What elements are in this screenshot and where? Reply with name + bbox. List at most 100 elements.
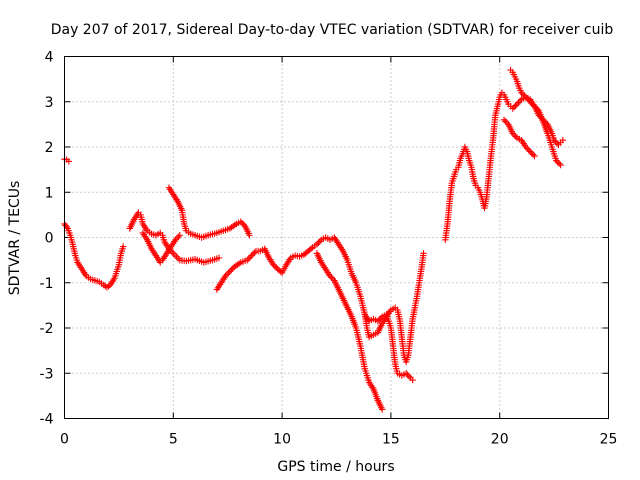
x-tick-label: 0 [60, 432, 69, 448]
data-point [222, 272, 229, 280]
data-points [61, 66, 567, 413]
series-arc-2 [61, 220, 127, 291]
data-point [511, 103, 518, 111]
data-point [553, 140, 561, 147]
data-point [529, 151, 537, 158]
y-tick-label: 0 [45, 231, 54, 247]
data-point [525, 97, 532, 104]
data-point [402, 370, 410, 377]
data-point [329, 275, 337, 283]
data-point [374, 318, 382, 325]
y-tick-label: 2 [45, 140, 54, 156]
y-tick-label: 1 [45, 185, 54, 201]
data-point [531, 103, 538, 110]
data-point [519, 91, 527, 98]
series-arc-6 [213, 234, 427, 366]
data-point [244, 256, 251, 264]
data-point [552, 138, 559, 145]
y-tick-label: -4 [40, 412, 54, 428]
data-point [529, 101, 537, 108]
data-point [409, 376, 416, 384]
data-point [509, 130, 516, 137]
data-point [249, 250, 257, 258]
data-point [502, 118, 509, 125]
data-point [315, 239, 322, 246]
data-point [326, 272, 334, 280]
data-point [245, 255, 252, 262]
series-arc-5 [165, 184, 253, 241]
series-arc-10 [500, 116, 538, 160]
data-point [554, 158, 561, 166]
x-tick-label: 10 [273, 432, 291, 448]
data-point [518, 89, 525, 96]
data-point [557, 161, 564, 169]
chart-title: Day 207 of 2017, Sidereal Day-to-day VTE… [51, 22, 614, 38]
data-point [175, 233, 182, 240]
data-point [316, 238, 324, 245]
data-point [240, 221, 247, 228]
data-point [420, 250, 427, 257]
y-tick-label: -1 [40, 276, 54, 292]
data-point [553, 157, 560, 164]
data-point [522, 94, 530, 101]
data-point [526, 148, 534, 155]
y-tick-label: -3 [40, 366, 54, 382]
data-point [173, 235, 181, 242]
data-point [405, 373, 413, 380]
x-axis-title: GPS time / hours [277, 459, 394, 475]
data-point [534, 106, 541, 113]
series-arc-11 [507, 66, 564, 169]
y-tick-labels: -4 -3 -2 -1 0 1 2 3 4 [40, 50, 54, 428]
y-tick-label: 3 [45, 95, 54, 111]
y-axis-title: SDTVAR / TECUs [7, 181, 23, 296]
data-point [215, 254, 223, 262]
data-point [511, 131, 518, 139]
data-point [228, 266, 235, 274]
data-point [524, 95, 531, 102]
data-point [531, 152, 538, 160]
data-point [515, 99, 522, 106]
data-point [271, 262, 279, 270]
y-tick-label: -2 [40, 321, 54, 337]
data-point [251, 249, 258, 256]
data-point [377, 314, 384, 322]
data-point [223, 271, 231, 278]
data-point [225, 269, 232, 277]
data-point [237, 218, 244, 225]
data-point [512, 102, 519, 109]
data-point [239, 219, 246, 227]
data-point [513, 100, 521, 108]
data-point [503, 119, 511, 127]
series-arc-4 [139, 229, 184, 266]
data-point [500, 116, 508, 124]
data-point [376, 316, 383, 323]
data-point [172, 236, 179, 243]
data-point [65, 158, 73, 165]
data-point [120, 243, 127, 250]
data-point [524, 145, 531, 152]
data-point [521, 92, 528, 99]
data-point [404, 371, 411, 378]
data-point [313, 241, 321, 248]
data-point [559, 137, 567, 144]
series-arc-9 [442, 89, 567, 243]
x-tick-label: 20 [491, 432, 509, 448]
data-point [522, 143, 530, 151]
data-point [273, 264, 280, 271]
y-tick-label: 4 [45, 50, 54, 66]
data-point [307, 245, 315, 252]
data-point [532, 104, 540, 111]
data-point [246, 253, 254, 261]
x-tick-label: 25 [600, 432, 618, 448]
plot-frame [64, 56, 609, 419]
data-point [516, 97, 524, 105]
x-tick-label: 15 [382, 432, 400, 448]
data-point [512, 133, 519, 140]
data-point [509, 105, 516, 112]
series-arc-1 [61, 156, 73, 165]
data-point [246, 232, 253, 239]
series-arc-7 [313, 250, 386, 413]
x-tick-label: 5 [169, 432, 178, 448]
data-point [378, 406, 386, 413]
